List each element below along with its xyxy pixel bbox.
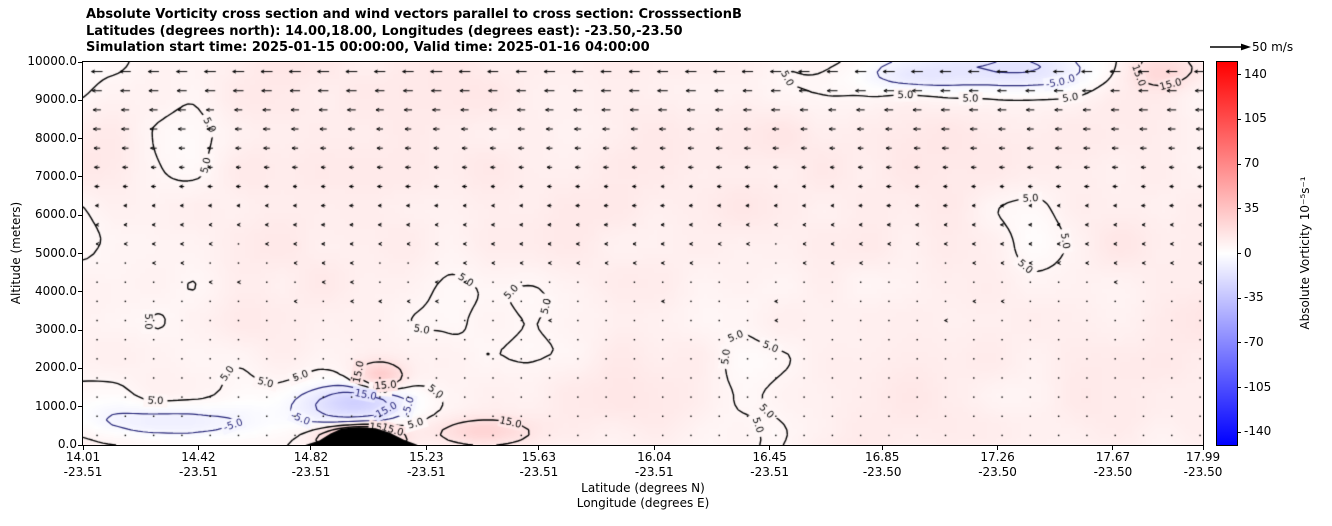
y-tick-label: 1000.0: [35, 398, 77, 413]
x-tick-lon: -23.51: [291, 465, 331, 479]
figure-title: Absolute Vorticity cross section and win…: [86, 7, 742, 57]
colorbar-tick-label: -35: [1244, 290, 1264, 305]
figure-title-line-2: Latitudes (degrees north): 14.00,18.00, …: [86, 23, 683, 39]
x-tick-label: 15.23 -23.51: [392, 450, 460, 480]
x-tick-label: 16.85 -23.50: [848, 450, 916, 480]
x-axis-label-latitude: Latitude (degrees N): [581, 481, 705, 495]
x-tick-lon: -23.51: [179, 465, 218, 479]
x-tick-lat: 14.01: [65, 450, 101, 464]
colorbar-tick-label: 105: [1244, 111, 1267, 126]
colorbar: [1216, 61, 1238, 446]
x-tick-lon: -23.50: [862, 465, 902, 479]
x-tick-label: 14.42 -23.51: [164, 450, 232, 480]
x-tick-lat: 16.85: [865, 450, 900, 464]
y-tick-label: 5000.0: [35, 245, 77, 260]
colorbar-tick-mark: [1237, 163, 1241, 165]
x-tick-label: 14.82 -23.51: [277, 450, 345, 480]
x-tick-label: 16.45 -23.51: [736, 450, 804, 480]
y-tick-label: 4000.0: [35, 283, 77, 298]
colorbar-tick-label: -105: [1244, 379, 1272, 394]
x-tick-label: 17.26 -23.50: [964, 450, 1032, 480]
x-tick-mark: [1202, 446, 1204, 450]
y-tick-mark: [78, 138, 82, 140]
y-tick-mark: [78, 253, 82, 254]
x-tick-mark: [197, 446, 199, 450]
x-tick-mark: [82, 446, 84, 450]
x-tick-label: 17.99 -23.50: [1169, 450, 1237, 480]
y-tick-mark: [78, 406, 82, 408]
x-tick-label: 16.04 -23.51: [620, 450, 688, 480]
y-tick-label: 3000.0: [35, 322, 77, 337]
x-tick-mark: [997, 446, 999, 450]
plot-area: [82, 61, 1204, 446]
x-tick-lon: -23.51: [406, 465, 446, 479]
x-tick-mark: [769, 446, 771, 450]
x-tick-lat: 17.26: [980, 450, 1015, 464]
x-tick-mark: [310, 446, 312, 450]
x-tick-mark: [538, 446, 540, 450]
x-tick-mark: [425, 446, 427, 450]
figure-title-line-1: Absolute Vorticity cross section and win…: [86, 7, 742, 22]
quiver-key-label: 50 m/s: [1252, 40, 1294, 54]
y-tick-mark: [78, 444, 82, 446]
x-tick-lon: -23.50: [978, 465, 1017, 479]
colorbar-tick-mark: [1237, 118, 1241, 120]
colorbar-tick-label: -70: [1244, 334, 1264, 349]
x-tick-lat: 14.42: [181, 450, 216, 464]
x-tick-lon: -23.50: [1093, 465, 1133, 479]
colorbar-tick-label: 70: [1244, 156, 1260, 171]
colorbar-label: Absolute Vorticity 10⁻⁵s⁻¹: [1298, 176, 1312, 330]
y-tick-mark: [78, 329, 82, 331]
y-tick-label: 0.0: [57, 437, 77, 451]
x-tick-lat: 15.23: [409, 450, 444, 464]
colorbar-tick-label: 35: [1244, 200, 1260, 215]
x-tick-lon: -23.50: [1183, 465, 1223, 479]
colorbar-tick-mark: [1237, 74, 1241, 76]
colorbar-tick-mark: [1237, 431, 1241, 433]
x-axis-label-longitude: Longitude (degrees E): [576, 496, 710, 510]
x-tick-lat: 16.04: [637, 450, 672, 464]
y-tick-mark: [78, 291, 82, 293]
y-tick-mark: [78, 176, 82, 178]
x-tick-label: 15.63 -23.51: [505, 450, 573, 480]
x-tick-lat: 14.82: [293, 450, 329, 464]
colorbar-tick-mark: [1237, 387, 1241, 389]
colorbar-tick-label: 140: [1244, 66, 1267, 81]
y-tick-label: 8000.0: [35, 130, 77, 145]
y-tick-mark: [78, 99, 82, 101]
quiver-key-arrow-icon: [1210, 43, 1251, 51]
y-tick-mark: [78, 367, 82, 369]
colorbar-tick-label: -140: [1244, 424, 1272, 439]
x-tick-mark: [653, 446, 655, 450]
x-tick-lat: 16.45: [752, 450, 787, 464]
colorbar-tick-mark: [1237, 253, 1241, 254]
colorbar-tick-mark: [1237, 297, 1241, 299]
x-tick-lat: 17.99: [1185, 450, 1221, 464]
x-tick-label: 17.67 -23.50: [1079, 450, 1147, 480]
figure-title-line-3: Simulation start time: 2025-01-15 00:00:…: [86, 40, 650, 55]
y-tick-label: 9000.0: [35, 92, 77, 107]
x-tick-mark: [881, 446, 883, 450]
y-tick-label: 10000.0: [27, 54, 77, 68]
colorbar-tick-label: 0: [1244, 245, 1252, 260]
y-tick-label: 2000.0: [35, 360, 77, 375]
x-tick-label: 14.01 -23.51: [49, 450, 117, 480]
y-tick-mark: [78, 61, 82, 63]
y-tick-label: 7000.0: [35, 168, 77, 183]
vorticity-cross-section-canvas: [83, 62, 1203, 445]
y-tick-mark: [78, 214, 82, 216]
colorbar-tick-mark: [1237, 342, 1241, 344]
colorbar-tick-mark: [1237, 208, 1241, 210]
y-tick-label: 6000.0: [35, 207, 77, 222]
x-tick-lon: -23.51: [519, 465, 559, 479]
x-tick-lon: -23.51: [634, 465, 674, 479]
x-tick-mark: [1112, 446, 1114, 450]
x-tick-lon: -23.51: [63, 465, 103, 479]
x-tick-lat: 15.63: [521, 450, 557, 464]
x-tick-lon: -23.51: [750, 465, 789, 479]
x-tick-lat: 17.67: [1095, 450, 1131, 464]
